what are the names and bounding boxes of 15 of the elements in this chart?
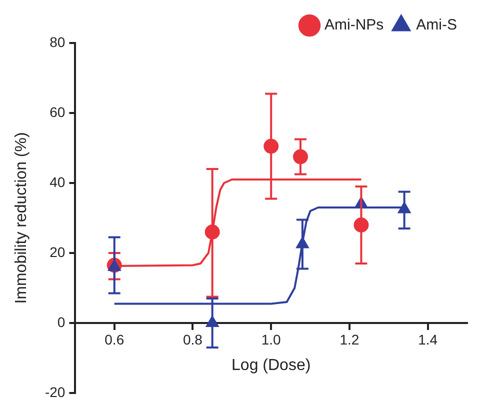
x-tick-label: 0.8 [183, 331, 203, 348]
x-tick-label: 1.2 [340, 331, 360, 348]
x-axis-title: Log (Dose) [232, 356, 311, 374]
legend-label: Ami-S [416, 16, 458, 34]
x-tick-label: 1.4 [418, 331, 438, 348]
y-tick-label: -20 [44, 384, 66, 400]
legend-label: Ami-NPs [324, 16, 384, 34]
y-axis-title: Immobility reduction (%) [13, 132, 30, 304]
x-tick-label: 1.0 [261, 331, 282, 348]
y-tick-label: 80 [50, 34, 66, 50]
y-tick-label: 40 [50, 174, 66, 190]
x-tick-label: 0.6 [104, 331, 124, 348]
y-tick-label: 0 [57, 314, 66, 330]
y-tick-label: 20 [50, 244, 66, 260]
y-tick-label: 60 [50, 104, 66, 120]
